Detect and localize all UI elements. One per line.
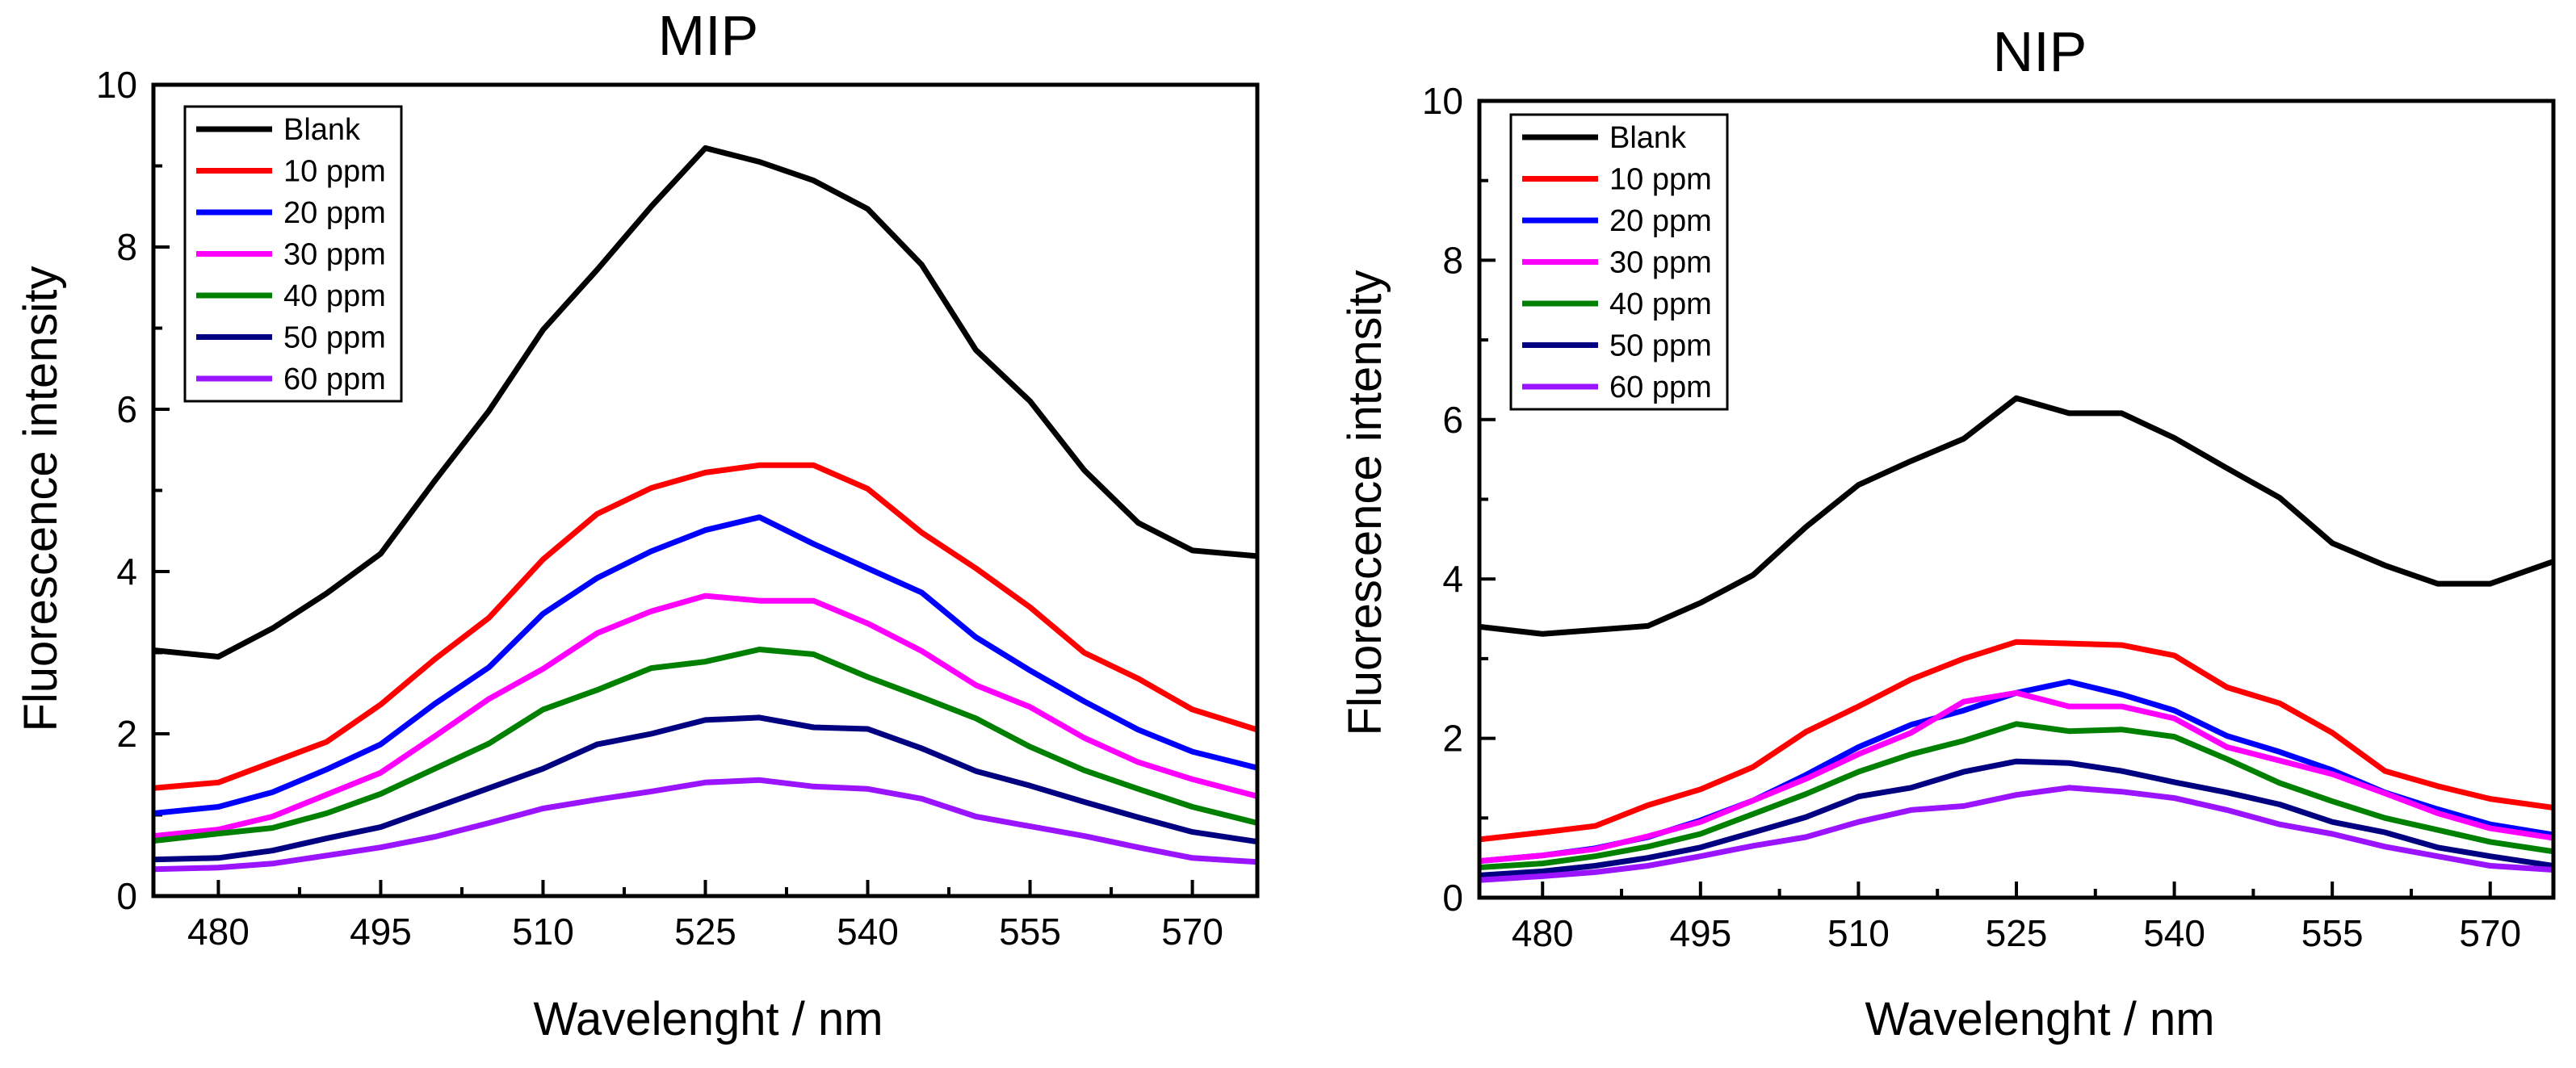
- series-line-50-ppm: [1479, 758, 2553, 878]
- series-line-30-ppm: [1479, 689, 2553, 865]
- legend-label: 20 ppm: [1609, 204, 1712, 238]
- nip-chart: NIP Fluorescence intensity Wavelenght / …: [1339, 20, 2556, 1045]
- legend-label: 10 ppm: [1609, 163, 1712, 197]
- legend-label: 40 ppm: [1609, 287, 1712, 321]
- plot-frame: [1477, 98, 2556, 900]
- y-axis-title: Fluorescence intensity: [15, 266, 67, 731]
- series-line-60-ppm: [1479, 785, 2553, 883]
- x-axis-title: Wavelenght / nm: [533, 993, 883, 1045]
- chart-title: NIP: [1993, 20, 2087, 83]
- axis-ticks: 480 495 510 525 540 555 570 0 2 4 6 8 10: [96, 64, 1223, 953]
- x-tick-label: 495: [350, 911, 412, 953]
- y-tick-label: 10: [96, 64, 137, 106]
- legend-label: 30 ppm: [1609, 246, 1712, 280]
- legend-label: 50 ppm: [283, 321, 386, 355]
- y-axis-title: Fluorescence intensity: [1339, 270, 1391, 735]
- series-line-40-ppm: [153, 647, 1257, 844]
- y-tick-label: 6: [116, 388, 137, 430]
- chart-title: MIP: [658, 4, 758, 67]
- y-tick-label: 2: [116, 713, 137, 755]
- mip-chart: MIP Fluorescence intensity Wavelenght / …: [15, 4, 1260, 1045]
- x-tick-label: 540: [837, 911, 899, 953]
- legend-label: 50 ppm: [1609, 329, 1712, 363]
- series-line-20-ppm: [153, 514, 1257, 816]
- y-tick-label: 4: [116, 551, 137, 593]
- x-tick-label: 525: [1986, 912, 2048, 954]
- y-tick-label: 4: [1442, 558, 1463, 600]
- y-tick-label: 10: [1422, 80, 1463, 122]
- series-lines: [1479, 395, 2553, 883]
- series-line-30-ppm: [153, 593, 1257, 840]
- legend: Blank 10 ppm 20 ppm 30 ppm 40 ppm 50 ppm 60 pp…: [183, 105, 403, 403]
- x-axis-title: Wavelenght / nm: [1865, 993, 2214, 1045]
- x-tick-label: 510: [1827, 912, 1890, 954]
- series-line-10-ppm: [1479, 639, 2553, 843]
- x-tick-label: 510: [512, 911, 574, 953]
- series-line-10-ppm: [153, 462, 1257, 791]
- legend-label: 40 ppm: [283, 279, 386, 313]
- series-lines: [153, 144, 1257, 873]
- y-tick-label: 6: [1442, 399, 1463, 441]
- legend-label: 60 ppm: [1609, 371, 1712, 404]
- x-tick-label: 570: [2459, 912, 2521, 954]
- y-tick-label: 8: [116, 226, 137, 268]
- x-tick-label: 525: [674, 911, 736, 953]
- x-tick-label: 495: [1669, 912, 1731, 954]
- x-tick-label: 570: [1161, 911, 1223, 953]
- series-line-blank: [1479, 395, 2553, 637]
- legend-label: Blank: [283, 113, 361, 147]
- legend-label: 20 ppm: [283, 196, 386, 230]
- x-tick-label: 555: [2301, 912, 2364, 954]
- y-tick-label: 8: [1442, 239, 1463, 281]
- legend: Blank 10 ppm 20 ppm 30 ppm 40 ppm 50 ppm 60 pp…: [1509, 113, 1729, 411]
- series-line-blank: [153, 144, 1257, 660]
- plot-frame: [151, 82, 1260, 898]
- x-tick-label: 555: [999, 911, 1061, 953]
- y-tick-label: 2: [1442, 718, 1463, 760]
- y-tick-label: 0: [116, 875, 137, 917]
- series-line-50-ppm: [153, 714, 1257, 863]
- legend-label: Blank: [1609, 121, 1687, 155]
- legend-label: 10 ppm: [283, 155, 386, 189]
- x-tick-label: 480: [1512, 912, 1574, 954]
- series-line-40-ppm: [1479, 721, 2553, 870]
- y-tick-label: 0: [1442, 877, 1463, 919]
- legend-label: 60 ppm: [283, 362, 386, 396]
- x-tick-label: 480: [187, 911, 250, 953]
- series-line-60-ppm: [153, 777, 1257, 873]
- x-tick-label: 540: [2143, 912, 2205, 954]
- legend-label: 30 ppm: [283, 238, 386, 272]
- axis-ticks: 480 495 510 525 540 555 570 0 2 4 6 8 10: [1422, 80, 2521, 954]
